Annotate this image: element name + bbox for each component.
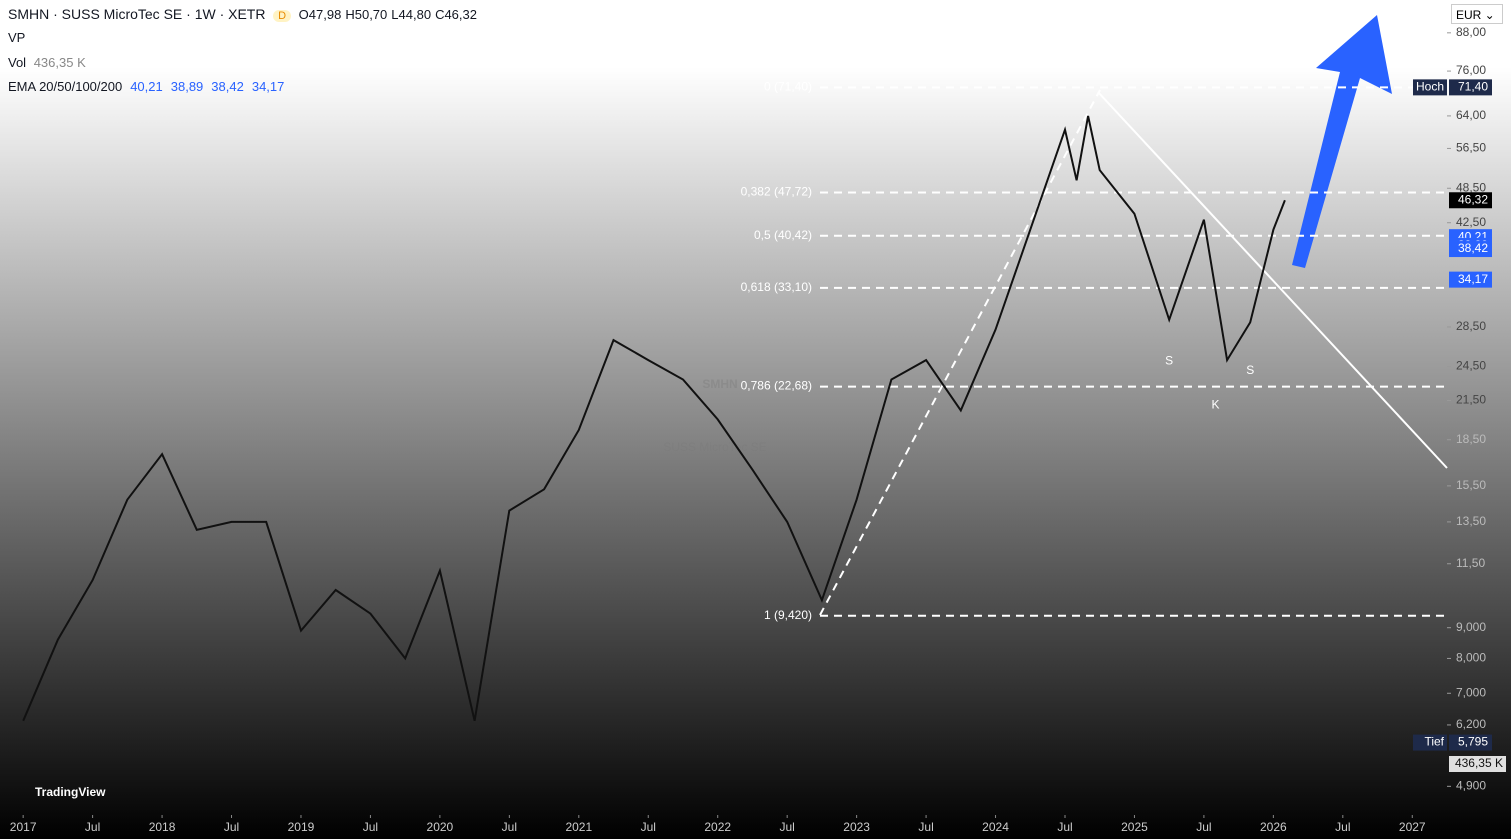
x-tick-label: 2022 bbox=[704, 820, 731, 834]
ohlc-value: 46,32 bbox=[444, 7, 477, 22]
price-tag-name: Tief bbox=[1424, 735, 1444, 749]
x-tick-label: 2024 bbox=[982, 820, 1009, 834]
price-tag-name-box bbox=[1413, 79, 1447, 96]
x-tick-label: 2026 bbox=[1260, 820, 1287, 834]
price-tag-name: Hoch bbox=[1416, 80, 1444, 94]
x-tick-label: Jul bbox=[502, 820, 517, 834]
x-tick-label: Jul bbox=[641, 820, 656, 834]
pattern-label: S bbox=[1165, 353, 1173, 367]
vol-value: 436,35 K bbox=[33, 55, 86, 70]
x-tick-label: 2017 bbox=[10, 820, 37, 834]
y-tick-label: 7,000 bbox=[1456, 685, 1486, 699]
fib-label: 0,5 (40,42) bbox=[754, 228, 812, 242]
price-tag-box bbox=[1449, 241, 1492, 258]
x-tick-label: 2020 bbox=[427, 820, 454, 834]
symbol: SMHN · SUSS MicroTec SE · 1W · XETR bbox=[8, 6, 266, 22]
price-line bbox=[22, 115, 1286, 722]
y-tick-label: 76,00 bbox=[1456, 63, 1486, 77]
y-tick-label: 4,900 bbox=[1456, 778, 1486, 792]
y-tick-label: 56,50 bbox=[1456, 141, 1486, 155]
vol: Vol 436,35 K bbox=[8, 55, 90, 70]
x-tick-label: 2019 bbox=[288, 820, 315, 834]
y-tick-label: 9,000 bbox=[1456, 620, 1486, 634]
x-tick-label: Jul bbox=[1196, 820, 1211, 834]
price-tag-box bbox=[1449, 192, 1492, 209]
ohlc-value: 47,98 bbox=[308, 7, 342, 22]
ohlc-value: 44,80 bbox=[398, 7, 432, 22]
y-tick-label: 64,00 bbox=[1456, 108, 1486, 122]
price-tag-box bbox=[1449, 734, 1492, 751]
fib-label: 0,382 (47,72) bbox=[741, 185, 812, 199]
y-tick-label: 42,50 bbox=[1456, 215, 1486, 229]
x-tick-label: Jul bbox=[779, 820, 794, 834]
ema: EMA 20/50/100/200 40,21 38,89 38,42 34,17 bbox=[8, 79, 288, 94]
ohlc-key: H bbox=[345, 7, 355, 22]
y-tick-label: 18,50 bbox=[1456, 432, 1486, 446]
fib-label: 1 (9,420) bbox=[764, 608, 812, 622]
x-tick-label: Jul bbox=[85, 820, 100, 834]
price-tag: 5,795 bbox=[1458, 735, 1488, 749]
badge: D bbox=[273, 10, 292, 22]
fib-label: 0 (71,40) bbox=[764, 80, 812, 94]
x-tick-label: Jul bbox=[224, 820, 239, 834]
x-tick-label: 2027 bbox=[1399, 820, 1426, 834]
price-tag: 46,32 bbox=[1458, 192, 1488, 206]
ema-value: 40,21 bbox=[130, 79, 163, 94]
pattern-label: K bbox=[1211, 398, 1219, 412]
logo: TradingView bbox=[35, 785, 106, 799]
volume-tag: 436,35 K bbox=[1455, 756, 1503, 770]
ema-value: 38,89 bbox=[170, 79, 204, 94]
y-tick-label: 8,000 bbox=[1456, 651, 1486, 665]
x-tick-label: 2021 bbox=[565, 820, 592, 834]
ema-value: 38,42 bbox=[211, 79, 244, 94]
ohlc-value: 50,70 bbox=[354, 7, 388, 22]
pattern-label: S bbox=[1246, 363, 1254, 377]
vp: VP bbox=[8, 30, 26, 45]
y-tick-label: 21,50 bbox=[1456, 393, 1486, 407]
fib-trend bbox=[819, 89, 1101, 616]
price-tag: 34,17 bbox=[1458, 272, 1488, 286]
price-axis bbox=[1447, 0, 1511, 839]
x-tick-label: 2023 bbox=[843, 820, 870, 834]
x-tick-label: 2025 bbox=[1121, 820, 1148, 834]
header: SMHN · SUSS MicroTec SE · 1W · XETR D O4… bbox=[8, 6, 485, 22]
x-tick-label: Jul bbox=[363, 820, 378, 834]
fib-label: 0,618 (33,10) bbox=[741, 280, 812, 294]
vol-label: Vol bbox=[8, 55, 27, 70]
trendline bbox=[1097, 91, 1448, 469]
price-tag: 71,40 bbox=[1458, 80, 1488, 94]
ohlc-key: C bbox=[435, 7, 445, 22]
x-tick-label: 2018 bbox=[149, 820, 176, 834]
y-tick-label: 88,00 bbox=[1456, 25, 1486, 39]
y-tick-label: 24,50 bbox=[1456, 359, 1486, 373]
volume-tag-box bbox=[1449, 756, 1506, 772]
y-tick-label: 13,50 bbox=[1456, 514, 1486, 528]
watermark-name: SUSS MicroTec SE bbox=[663, 440, 766, 454]
ohlc-key: L bbox=[391, 7, 399, 22]
ema-label: EMA 20/50/100/200 bbox=[8, 79, 123, 94]
ema-value: 34,17 bbox=[251, 79, 285, 94]
y-tick-label: 11,50 bbox=[1456, 556, 1485, 570]
price-tag: 38,42 bbox=[1458, 241, 1488, 255]
currency-select[interactable]: EUR ⌄ bbox=[1451, 4, 1503, 24]
x-tick-label: Jul bbox=[1057, 820, 1072, 834]
x-tick-label: Jul bbox=[1335, 820, 1350, 834]
currency: EUR bbox=[1456, 8, 1482, 22]
ohlc-key: O bbox=[298, 7, 309, 22]
price-tag-name-box bbox=[1413, 734, 1447, 751]
price-tag-box bbox=[1449, 79, 1492, 96]
y-tick-label: 15,50 bbox=[1456, 478, 1486, 492]
fib-label: 0,786 (22,68) bbox=[741, 379, 812, 393]
x-tick-label: Jul bbox=[918, 820, 933, 834]
y-tick-label: 6,200 bbox=[1456, 717, 1486, 731]
watermark-symbol: SMHN bbox=[702, 377, 737, 391]
ohlc: O47,98 H50,70 L44,80 C46,32 bbox=[299, 7, 481, 22]
y-tick-label: 28,50 bbox=[1456, 319, 1486, 333]
arrow bbox=[1292, 15, 1392, 268]
y-tick-label: 48,50 bbox=[1456, 180, 1486, 194]
price-tag-box bbox=[1449, 271, 1492, 288]
